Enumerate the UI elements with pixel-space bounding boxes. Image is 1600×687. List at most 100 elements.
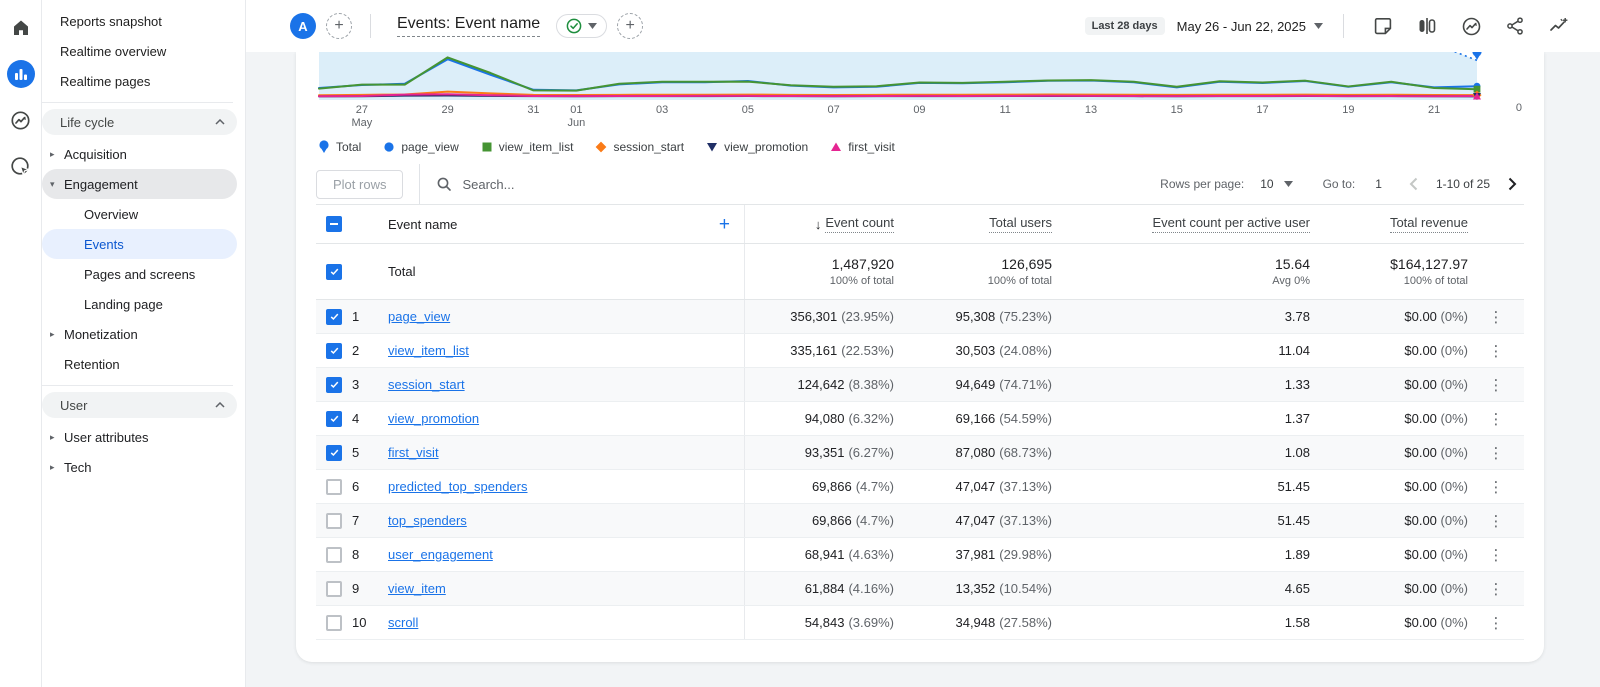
cell-total-revenue: $0.00 (0%) (1310, 411, 1468, 426)
row-menu-icon[interactable]: ⋮ (1468, 410, 1524, 428)
cell-event-count: 93,351(6.27%) (744, 436, 894, 469)
legend-item-view_promotion: view_promotion (706, 140, 808, 154)
event-name-link[interactable]: view_promotion (388, 411, 479, 426)
column-header-event-name[interactable]: Event name (388, 217, 457, 232)
row-menu-icon[interactable]: ⋮ (1468, 342, 1524, 360)
column-header-total-users[interactable]: Total users (894, 205, 1052, 243)
search-input[interactable] (462, 177, 762, 192)
report-header: A + Events: Event name + Last 28 days Ma… (246, 0, 1600, 52)
sidebar-item-monetization[interactable]: ▸Monetization (42, 319, 245, 349)
legend-label: page_view (401, 140, 458, 154)
cell-event-count: 69,866(4.7%) (744, 470, 894, 503)
sidebar-item-events[interactable]: Events (42, 229, 237, 259)
table-body: 1page_view356,301(23.95%)95,308(75.23%)3… (316, 300, 1524, 640)
row-checkbox[interactable] (326, 615, 342, 631)
row-checkbox[interactable] (326, 547, 342, 563)
row-menu-icon[interactable]: ⋮ (1468, 546, 1524, 564)
sidebar-item-acquisition[interactable]: ▸Acquisition (42, 139, 245, 169)
explore-icon[interactable] (7, 106, 35, 134)
table-row: 8user_engagement68,941(4.63%)37,981(29.9… (316, 538, 1524, 572)
sidebar-item-landing-page[interactable]: Landing page (42, 289, 245, 319)
row-checkbox[interactable] (326, 445, 342, 461)
page-title[interactable]: Events: Event name (397, 15, 540, 37)
insights-icon[interactable] (1458, 13, 1484, 39)
total-row-checkbox[interactable] (326, 264, 342, 280)
avatar[interactable]: A (290, 13, 316, 39)
table-row: 1page_view356,301(23.95%)95,308(75.23%)3… (316, 300, 1524, 334)
event-name-link[interactable]: scroll (388, 615, 418, 630)
sidebar-item-tech[interactable]: ▸Tech (42, 452, 245, 482)
next-page-icon[interactable] (1500, 172, 1524, 196)
sidebar-item-engagement[interactable]: ▾Engagement (42, 169, 237, 199)
sidebar-item-reports-snapshot[interactable]: Reports snapshot (42, 6, 245, 36)
previous-page-icon[interactable] (1402, 172, 1426, 196)
event-name-link[interactable]: view_item (388, 581, 446, 596)
sidebar-item-label: User attributes (64, 430, 149, 445)
row-checkbox[interactable] (326, 343, 342, 359)
column-header-total-revenue[interactable]: Total revenue (1310, 205, 1468, 243)
select-all-checkbox[interactable] (326, 216, 342, 232)
sidebar-item-realtime-pages[interactable]: Realtime pages (42, 66, 245, 96)
customize-report-icon[interactable] (1546, 13, 1572, 39)
y-axis-zero-label: 0 (1492, 102, 1522, 114)
add-comparison-icon[interactable]: + (326, 13, 352, 39)
x-axis-tick: 17 (1256, 104, 1268, 117)
comparison-icon[interactable] (1414, 13, 1440, 39)
row-menu-icon[interactable]: ⋮ (1468, 444, 1524, 462)
reports-icon[interactable] (7, 60, 35, 88)
notes-icon[interactable] (1370, 13, 1396, 39)
row-checkbox[interactable] (326, 479, 342, 495)
plot-rows-button[interactable]: Plot rows (316, 170, 403, 199)
go-to-input[interactable]: 1 (1375, 177, 1382, 191)
event-name-link[interactable]: top_spenders (388, 513, 467, 528)
column-header-event-count[interactable]: ↓Event count (744, 205, 894, 243)
sidebar-item-overview[interactable]: Overview (42, 199, 245, 229)
total-per-active-user: 15.64 (1052, 256, 1310, 272)
row-menu-icon[interactable]: ⋮ (1468, 376, 1524, 394)
cell-total-users: 94,649(74.71%) (894, 368, 1052, 401)
rows-per-page-select[interactable]: 10 (1254, 177, 1298, 191)
row-checkbox[interactable] (326, 377, 342, 393)
section-life-cycle[interactable]: Life cycle (42, 109, 237, 135)
row-menu-icon[interactable]: ⋮ (1468, 512, 1524, 530)
legend-label: view_item_list (499, 140, 574, 154)
row-checkbox[interactable] (326, 581, 342, 597)
event-name-link[interactable]: user_engagement (388, 547, 493, 562)
row-number: 7 (352, 513, 388, 528)
advertising-icon[interactable] (7, 152, 35, 180)
sidebar-item-realtime-overview[interactable]: Realtime overview (42, 36, 245, 66)
row-checkbox[interactable] (326, 513, 342, 529)
sidebar-item-retention[interactable]: Retention (42, 349, 245, 379)
events-report-card: 0 27May293101Jun03050709111315171921 Tot… (296, 52, 1544, 662)
sidebar-item-label: Events (84, 237, 124, 252)
event-name-link[interactable]: predicted_top_spenders (388, 479, 528, 494)
event-name-link[interactable]: view_item_list (388, 343, 469, 358)
row-menu-icon[interactable]: ⋮ (1468, 308, 1524, 326)
event-name-link[interactable]: page_view (388, 309, 450, 324)
x-axis-tick: 09 (913, 104, 925, 117)
row-menu-icon[interactable]: ⋮ (1468, 580, 1524, 598)
event-name-link[interactable]: first_visit (388, 445, 439, 460)
sidebar-item-pages-and-screens[interactable]: Pages and screens (42, 259, 245, 289)
section-user[interactable]: User (42, 392, 237, 418)
row-menu-icon[interactable]: ⋮ (1468, 614, 1524, 632)
total-revenue: $164,127.97 (1310, 256, 1468, 272)
row-menu-icon[interactable]: ⋮ (1468, 478, 1524, 496)
x-axis-tick: 29 (442, 104, 454, 117)
event-name-link[interactable]: session_start (388, 377, 465, 392)
row-number: 8 (352, 547, 388, 562)
share-icon[interactable] (1502, 13, 1528, 39)
cell-per-active-user: 1.08 (1052, 445, 1310, 460)
data-quality-badge[interactable] (556, 14, 607, 38)
row-number: 1 (352, 309, 388, 324)
row-checkbox[interactable] (326, 411, 342, 427)
table-row: 10scroll54,843(3.69%)34,948(27.58%)1.58$… (316, 606, 1524, 640)
column-header-event-count-per-active-user[interactable]: Event count per active user (1052, 205, 1310, 243)
add-report-tab-icon[interactable]: + (617, 13, 643, 39)
add-dimension-icon[interactable]: + (719, 215, 730, 234)
row-checkbox[interactable] (326, 309, 342, 325)
date-range-selector[interactable]: May 26 - Jun 22, 2025 (1177, 19, 1323, 34)
date-range-value: May 26 - Jun 22, 2025 (1177, 19, 1306, 34)
sidebar-item-user-attributes[interactable]: ▸User attributes (42, 422, 245, 452)
home-icon[interactable] (7, 14, 35, 42)
